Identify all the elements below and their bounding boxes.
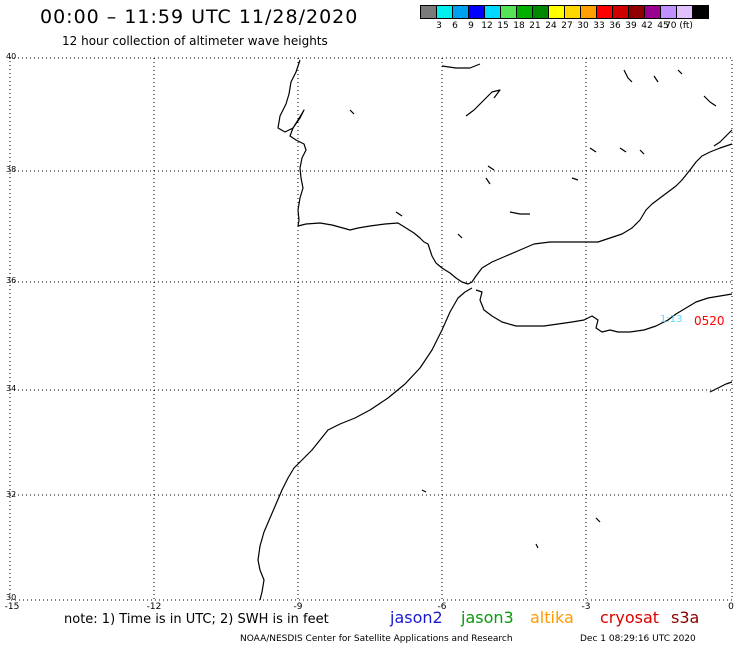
lat-label-34: 34 bbox=[6, 384, 17, 393]
legend-swatch bbox=[628, 5, 645, 19]
page-subtitle: 12 hour collection of altimeter wave hei… bbox=[62, 34, 328, 48]
legend-label: 6 bbox=[452, 21, 458, 31]
legend-label: 24 bbox=[545, 21, 557, 31]
footer-note: note: 1) Time is in UTC; 2) SWH is in fe… bbox=[64, 612, 329, 627]
river-fragment-17 bbox=[421, 489, 427, 493]
legend-label: 15 bbox=[497, 21, 509, 31]
legend-label: 45 bbox=[657, 21, 669, 31]
satellite-jason2: jason2 bbox=[390, 608, 443, 627]
morocco-atlantic-coast bbox=[257, 287, 473, 601]
legend-label: 33 bbox=[593, 21, 605, 31]
algarve-coast bbox=[297, 222, 473, 285]
legend-swatch bbox=[484, 5, 501, 19]
spain-east-coast bbox=[713, 129, 733, 147]
spain-south-coast bbox=[471, 143, 733, 283]
generated-timestamp: Dec 1 08:29:16 UTC 2020 bbox=[580, 634, 696, 644]
legend-label: 18 bbox=[513, 21, 525, 31]
lat-label-36: 36 bbox=[6, 276, 17, 285]
legend-label: 39 bbox=[625, 21, 637, 31]
map-frame bbox=[9, 57, 733, 601]
lon-label-minus9: -9 bbox=[293, 602, 303, 612]
coastlines bbox=[257, 59, 733, 601]
credit-text: NOAA/NESDIS Center for Satellite Applica… bbox=[240, 634, 513, 644]
legend-swatch bbox=[420, 5, 437, 19]
legend-swatch bbox=[612, 5, 629, 19]
lon-label-0: 0 bbox=[728, 602, 734, 612]
river-fragment-8 bbox=[487, 165, 495, 171]
lat-label-30: 30 bbox=[6, 593, 17, 602]
legend-label: 42 bbox=[641, 21, 653, 31]
algeria-coast-fragment bbox=[709, 381, 733, 393]
river-fragment-18 bbox=[595, 517, 601, 523]
lat-label-40: 40 bbox=[6, 52, 17, 61]
river-fragment-10 bbox=[509, 211, 530, 215]
legend-swatch bbox=[692, 5, 709, 19]
river-fragment-16 bbox=[571, 177, 579, 181]
satellite-cryosat: cryosat bbox=[600, 608, 660, 627]
legend-swatch bbox=[532, 5, 549, 19]
river-fragment-5 bbox=[677, 69, 683, 75]
graticule bbox=[10, 57, 732, 600]
lon-label-minus15: -15 bbox=[4, 602, 20, 612]
river-fragment-4 bbox=[653, 75, 659, 83]
track-id-label: 0520 bbox=[694, 314, 725, 328]
river-fragment-14 bbox=[619, 147, 627, 153]
river-fragment-15 bbox=[639, 149, 645, 155]
lat-label-38: 38 bbox=[6, 165, 17, 174]
legend-swatch bbox=[500, 5, 517, 19]
portugal-coast bbox=[277, 59, 307, 227]
legend-swatch bbox=[548, 5, 565, 19]
legend-swatch bbox=[644, 5, 661, 19]
lon-label-minus12: -12 bbox=[146, 602, 162, 612]
legend-swatch bbox=[436, 5, 453, 19]
legend-swatch bbox=[660, 5, 677, 19]
river-fragment-11 bbox=[395, 211, 403, 217]
river-fragment-2 bbox=[465, 89, 501, 117]
map-canvas bbox=[9, 57, 733, 601]
legend-swatch bbox=[564, 5, 581, 19]
lon-label-minus6: -6 bbox=[437, 602, 447, 612]
lon-label-minus3: -3 bbox=[581, 602, 591, 612]
legend-label: 36 bbox=[609, 21, 621, 31]
morocco-med-coast bbox=[475, 289, 733, 333]
legend-labels: 3 6 9 12 15 18 21 24 27 30 33 36 39 42 45 70 (ft) bbox=[421, 19, 731, 33]
river-fragment-3 bbox=[623, 69, 633, 83]
map-area[interactable] bbox=[9, 57, 733, 601]
legend-label: 30 bbox=[577, 21, 589, 31]
legend-label: 3 bbox=[436, 21, 442, 31]
legend-swatch bbox=[516, 5, 533, 19]
river-fragment-9 bbox=[485, 177, 491, 185]
legend-label: 27 bbox=[561, 21, 573, 31]
legend-swatch bbox=[468, 5, 485, 19]
legend-label: 21 bbox=[529, 21, 541, 31]
river-fragment-7 bbox=[349, 109, 355, 115]
river-fragment-19 bbox=[535, 543, 539, 549]
satellite-s3a: s3a bbox=[671, 608, 700, 627]
river-fragment-13 bbox=[589, 147, 597, 153]
river-fragment-6 bbox=[703, 95, 717, 107]
wave-height-legend: 3 6 9 12 15 18 21 24 27 30 33 36 39 42 45 70 (ft) bbox=[420, 5, 731, 33]
legend-swatches bbox=[420, 5, 731, 19]
legend-label: 12 bbox=[481, 21, 493, 31]
legend-label: 9 bbox=[468, 21, 474, 31]
river-fragment-1 bbox=[441, 63, 481, 69]
legend-swatch bbox=[596, 5, 613, 19]
satellite-altika: altika bbox=[530, 608, 574, 627]
legend-swatch bbox=[580, 5, 597, 19]
satellite-jason3: jason3 bbox=[461, 608, 514, 627]
page-title: 00:00 – 11:59 UTC 11/28/2020 bbox=[40, 6, 359, 28]
legend-swatch bbox=[676, 5, 693, 19]
legend-label: 70 (ft) bbox=[665, 21, 693, 31]
legend-swatch bbox=[452, 5, 469, 19]
river-fragment-12 bbox=[457, 233, 463, 239]
track-time-label: 1:13 bbox=[660, 314, 683, 325]
lat-label-32: 32 bbox=[6, 490, 17, 499]
